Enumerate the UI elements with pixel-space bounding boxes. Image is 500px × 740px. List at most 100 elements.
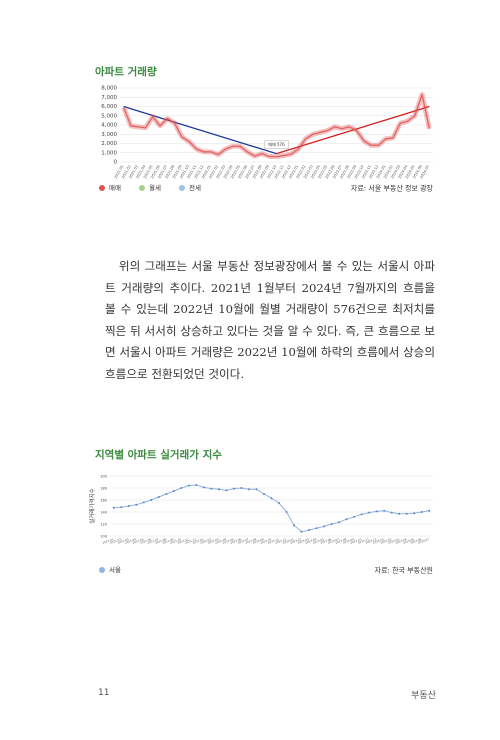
point <box>157 496 160 498</box>
y-tick-label: 1,000 <box>101 150 117 156</box>
y-tick-label: 0 <box>114 160 118 166</box>
point <box>413 512 416 515</box>
y-axis-label: 실거래가격지수 <box>88 488 96 523</box>
x-tick-label: 2022.07 <box>237 537 249 545</box>
y-tick-label: 8,000 <box>101 86 117 92</box>
point <box>120 506 123 509</box>
x-tick-label: 2022.07 <box>245 165 256 180</box>
x-tick-label: 2021.09 <box>172 164 183 179</box>
x-tick-label: 2024.07 <box>417 537 429 545</box>
section-name: 부동산 <box>411 691 436 701</box>
x-tick-label: 2022.12 <box>281 165 292 180</box>
x-tick-label: 2022.05 <box>230 165 241 180</box>
point <box>180 487 183 489</box>
x-tick-label: 2022.10 <box>266 164 277 179</box>
x-tick-label: 2024.02 <box>380 537 392 545</box>
x-tick-label: 2023.07 <box>327 537 339 545</box>
legend-label: 전세 <box>189 183 201 192</box>
point <box>165 493 168 495</box>
point <box>210 487 213 490</box>
y-tick-label: 180 <box>100 487 107 491</box>
point <box>383 509 386 512</box>
x-tick-label: 2023.11 <box>361 165 372 180</box>
annotation: 매매 576 <box>268 141 285 147</box>
x-tick-label: 2021.01 <box>102 537 114 545</box>
x-tick-label: 2022.09 <box>252 537 264 545</box>
point <box>308 529 311 531</box>
x-tick-label: 2024.05 <box>405 165 416 180</box>
point <box>195 484 198 486</box>
x-tick-label: 2023.08 <box>335 537 347 545</box>
point <box>142 501 145 504</box>
point <box>232 487 235 490</box>
y-tick-label: 200 <box>100 475 107 479</box>
paragraph: 위의 그래프는 서울 부동산 정보광장에서 볼 수 있는 서울시 아파트 거래량… <box>105 259 435 381</box>
x-tick-label: 2023.02 <box>296 165 307 180</box>
point <box>255 488 258 491</box>
legend-marker <box>99 567 105 573</box>
x-tick-label: 2023.10 <box>350 537 362 545</box>
trend-line <box>123 105 277 155</box>
x-tick-label: 2022.06 <box>230 537 242 545</box>
point <box>368 511 371 514</box>
point <box>428 509 431 512</box>
annotation-box <box>264 140 289 149</box>
point <box>353 515 356 518</box>
x-tick-label: 2022.11 <box>274 165 285 180</box>
x-tick-label: 2024.01 <box>376 165 387 180</box>
x-tick-label: 2023.05 <box>312 537 324 545</box>
x-tick-label: 2021.02 <box>121 165 132 180</box>
x-tick-label: 2023.01 <box>282 537 294 545</box>
point <box>315 527 318 530</box>
point <box>360 513 363 516</box>
chart: 0 1,000 2,000 3,000 4,000 5,000 6,000 7,000 8,00… <box>99 86 434 193</box>
x-tick-label: 2021.12 <box>184 537 196 545</box>
x-tick-label: 2021.10 <box>179 164 190 179</box>
x-tick-label: 2021.08 <box>154 537 166 545</box>
x-tick-label: 2023.11 <box>357 537 369 545</box>
chart-title: 아파트 거래량 <box>95 66 157 78</box>
x-tick-label: 2023.10 <box>354 164 365 179</box>
x-tick-label: 2023.12 <box>365 537 377 545</box>
x-tick-label: 2023.07 <box>332 165 343 180</box>
x-tick-label: 2021.07 <box>147 537 159 545</box>
y-tick-label: 4,000 <box>101 123 117 129</box>
x-tick-label: 2023.09 <box>342 537 354 545</box>
y-tick-label: 140 <box>100 511 107 515</box>
point <box>172 490 175 492</box>
x-tick-label: 2022.04 <box>215 537 227 545</box>
y-tick-label: 3,000 <box>101 132 117 138</box>
x-tick-label: 2023.06 <box>325 164 336 179</box>
x-tick-label: 2022.03 <box>207 537 219 545</box>
point <box>285 511 288 513</box>
point <box>217 488 220 491</box>
x-tick-label: 2021.04 <box>124 537 136 545</box>
x-tick-label: 2024.04 <box>397 164 408 179</box>
point <box>300 530 303 533</box>
y-tick-label: 5,000 <box>101 113 117 119</box>
point <box>390 511 393 514</box>
x-tick-label: 2023.02 <box>290 537 302 545</box>
page-number: 11 <box>98 688 110 698</box>
x-tick-label: 2021.02 <box>109 537 121 545</box>
x-tick-label: 2021.03 <box>128 165 139 180</box>
x-tick-label: 2021.06 <box>139 537 151 545</box>
point <box>112 506 115 509</box>
x-tick-label: 2024.03 <box>387 537 399 545</box>
point <box>293 524 296 527</box>
source: 자료: 서울 부동산 정보 광장 <box>351 184 434 193</box>
y-tick-label: 100 <box>100 535 107 539</box>
x-tick-label: 2024.05 <box>402 537 414 545</box>
point <box>225 489 228 492</box>
x-tick-label: 2021.11 <box>177 537 189 545</box>
point <box>338 521 341 524</box>
point <box>150 499 153 501</box>
x-tick-label: 2023.01 <box>288 165 299 180</box>
x-tick-label: 2024.07 <box>419 165 430 180</box>
x-tick-label: 2023.03 <box>297 537 309 545</box>
x-tick-label: 2024.06 <box>410 537 422 545</box>
x-tick-label: 2022.11 <box>267 537 279 545</box>
x-tick-label: 2022.01 <box>192 537 204 545</box>
x-tick-label: 2021.05 <box>132 537 144 545</box>
